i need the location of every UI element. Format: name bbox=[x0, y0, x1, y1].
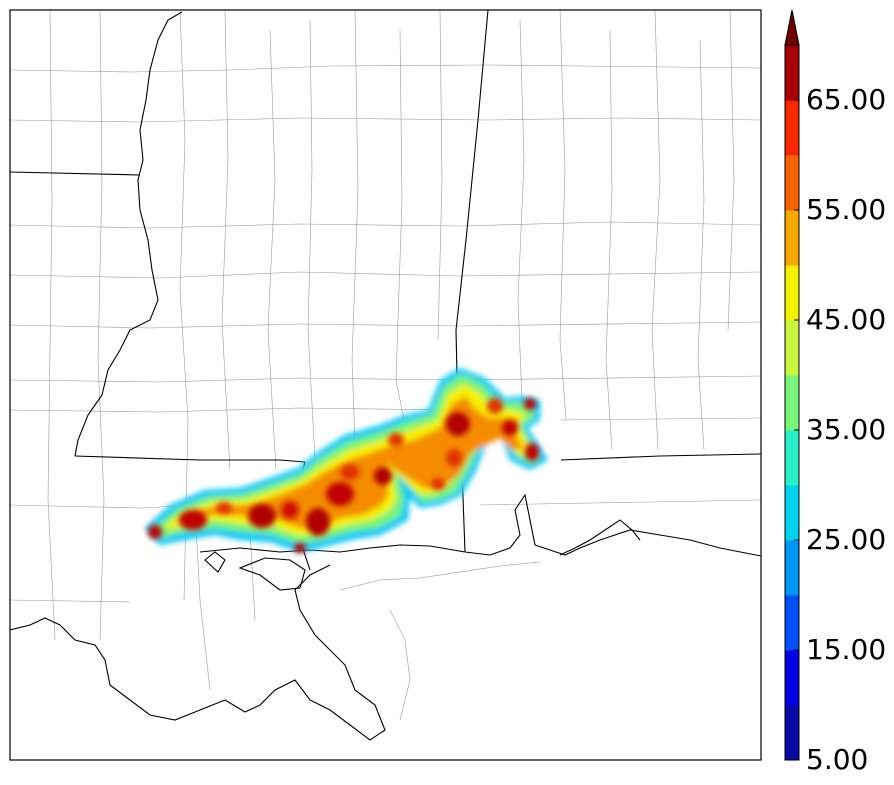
echo-orange bbox=[178, 396, 524, 528]
colorbar-tick-label: 25.00 bbox=[806, 523, 887, 556]
colorbar-segment bbox=[785, 485, 799, 541]
colorbar-segment bbox=[785, 540, 799, 596]
delta-shoal bbox=[389, 609, 411, 721]
core-8 bbox=[340, 464, 360, 480]
core-5 bbox=[281, 501, 299, 519]
colorbar-segment bbox=[785, 705, 799, 761]
core-9 bbox=[374, 467, 392, 485]
colorbar-segment bbox=[785, 650, 799, 706]
core-3 bbox=[216, 502, 232, 514]
colorbar-tick-label: 65.00 bbox=[806, 83, 887, 116]
map-frame bbox=[9, 9, 762, 761]
colorbar-segment bbox=[785, 375, 799, 431]
reflectivity-cores bbox=[148, 398, 539, 553]
core-7 bbox=[326, 482, 354, 506]
core-2 bbox=[148, 525, 162, 539]
gulf-coastline bbox=[199, 493, 761, 557]
colorbar-extend-arrow bbox=[784, 9, 800, 46]
reflectivity-field bbox=[145, 368, 548, 552]
core-11 bbox=[446, 412, 470, 436]
colorbar-tick-label: 5.00 bbox=[806, 743, 869, 776]
lake-pontchartrain bbox=[238, 557, 306, 591]
core-6 bbox=[306, 508, 330, 536]
colorbar-segment bbox=[785, 100, 799, 156]
core-16 bbox=[525, 443, 539, 461]
colorbar-outline bbox=[784, 44, 800, 761]
louisiana-coast bbox=[10, 564, 386, 741]
core-12 bbox=[446, 449, 462, 467]
core-13 bbox=[487, 398, 503, 414]
core-15 bbox=[524, 398, 536, 410]
colorbar-tick-label: 15.00 bbox=[806, 633, 887, 666]
core-1 bbox=[179, 510, 207, 530]
core-4 bbox=[248, 504, 276, 528]
colorbar-segment bbox=[785, 155, 799, 211]
core-17 bbox=[294, 543, 306, 553]
colorbar-segment bbox=[785, 210, 799, 266]
colorbar bbox=[784, 9, 800, 761]
colorbar-segment bbox=[785, 430, 799, 486]
core-18 bbox=[431, 478, 445, 490]
colorbar-tick-label: 55.00 bbox=[806, 193, 887, 226]
colorbar-segment bbox=[785, 320, 799, 376]
colorbar-segment bbox=[785, 45, 799, 101]
bay-shore bbox=[559, 519, 641, 556]
core-10 bbox=[388, 433, 404, 447]
core-14 bbox=[502, 420, 518, 436]
offshore-barrier bbox=[339, 561, 541, 591]
county-boundaries bbox=[10, 10, 761, 691]
colorbar-tick-label: 45.00 bbox=[806, 303, 887, 336]
colorbar-tick-label: 35.00 bbox=[806, 413, 887, 446]
mississippi-river bbox=[74, 11, 183, 457]
colorbar-segment bbox=[785, 595, 799, 651]
colorbar-segment bbox=[785, 265, 799, 321]
lake-maurepas bbox=[204, 551, 226, 573]
echo-yellow bbox=[165, 384, 532, 536]
